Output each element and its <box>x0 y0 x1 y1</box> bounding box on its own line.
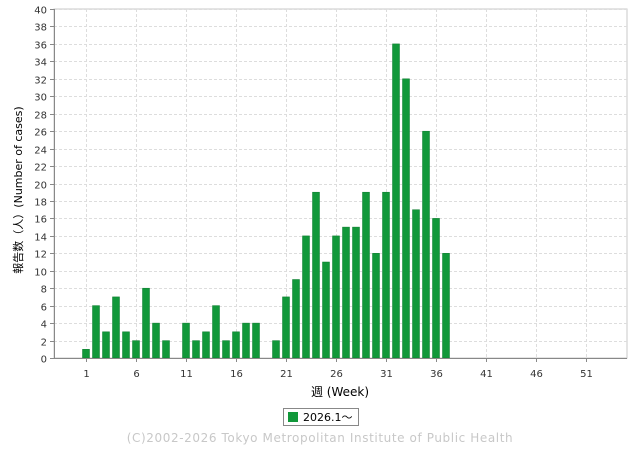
bar-week-11 <box>182 322 190 359</box>
y-tick-label: 10 <box>34 268 47 279</box>
bar-week-27 <box>342 226 350 359</box>
bar-week-34 <box>412 209 420 359</box>
bar-week-20 <box>272 340 280 359</box>
y-tick-label: 36 <box>34 41 47 52</box>
x-axis-label: 週 (Week) <box>311 385 369 399</box>
y-tick-label: 6 <box>41 303 47 314</box>
bar-week-15 <box>222 340 230 359</box>
bar-week-25 <box>322 261 330 359</box>
bar-week-29 <box>362 191 370 359</box>
x-tick-label: 1 <box>83 369 89 380</box>
bar-week-1 <box>82 349 90 359</box>
bar-week-13 <box>202 331 210 359</box>
legend: 2026.1〜 <box>283 408 359 426</box>
bar-week-36 <box>432 218 440 359</box>
x-tick-label: 46 <box>530 369 543 380</box>
x-tick-label: 6 <box>133 369 139 380</box>
bar-week-12 <box>192 340 200 359</box>
y-tick-label: 28 <box>34 111 47 122</box>
bar-week-17 <box>242 322 250 359</box>
copyright-text: (C)2002-2026 Tokyo Metropolitan Institut… <box>126 431 514 445</box>
bar-week-8 <box>152 322 160 359</box>
bar-week-31 <box>382 191 390 359</box>
y-tick-label: 0 <box>41 355 47 366</box>
y-tick-label: 4 <box>41 320 47 331</box>
bar-week-22 <box>292 279 300 359</box>
bar-week-26 <box>332 235 340 359</box>
bar-week-32 <box>392 43 400 359</box>
bar-week-9 <box>162 340 170 359</box>
x-tick-label: 26 <box>330 369 343 380</box>
bar-week-33 <box>402 78 410 359</box>
bar-week-35 <box>422 130 430 359</box>
bars <box>82 43 450 359</box>
bar-week-5 <box>122 331 130 359</box>
y-tick-label: 38 <box>34 23 47 34</box>
y-tick-label: 40 <box>34 6 47 17</box>
bar-week-2 <box>92 305 100 359</box>
bar-week-30 <box>372 253 380 359</box>
y-tick-label: 18 <box>34 198 47 209</box>
y-tick-label: 14 <box>34 233 47 244</box>
y-tick-label: 26 <box>34 128 47 139</box>
y-axis-label: 報告数（人）(Number of cases) <box>12 106 25 273</box>
bar-week-3 <box>102 331 110 359</box>
y-tick-label: 34 <box>34 58 47 69</box>
x-tick-label: 51 <box>580 369 593 380</box>
x-tick-label: 36 <box>430 369 443 380</box>
y-tick-label: 2 <box>41 338 47 349</box>
x-tick-label: 41 <box>480 369 493 380</box>
bar-week-6 <box>132 340 140 359</box>
bar-week-4 <box>112 296 120 359</box>
bar-week-37 <box>442 253 450 359</box>
legend-swatch <box>288 412 298 422</box>
bar-week-18 <box>252 322 260 359</box>
bar-week-24 <box>312 191 320 359</box>
y-tick-label: 22 <box>34 163 47 174</box>
bar-week-16 <box>232 331 240 359</box>
legend-label: 2026.1〜 <box>303 411 353 424</box>
bar-week-23 <box>302 235 310 359</box>
x-tick-label: 31 <box>380 369 393 380</box>
y-tick-label: 8 <box>41 285 47 296</box>
y-tick-label: 16 <box>34 215 47 226</box>
x-tick-label: 11 <box>180 369 193 380</box>
bar-week-21 <box>282 296 290 359</box>
x-tick-label: 16 <box>230 369 243 380</box>
y-tick-label: 12 <box>34 250 47 261</box>
bar-week-28 <box>352 226 360 359</box>
y-tick-label: 30 <box>34 93 47 104</box>
y-tick-label: 32 <box>34 76 47 87</box>
y-tick-label: 24 <box>34 146 47 157</box>
x-tick-label: 21 <box>280 369 293 380</box>
bar-week-7 <box>142 287 150 359</box>
bar-week-14 <box>212 305 220 359</box>
y-tick-label: 20 <box>34 181 47 192</box>
